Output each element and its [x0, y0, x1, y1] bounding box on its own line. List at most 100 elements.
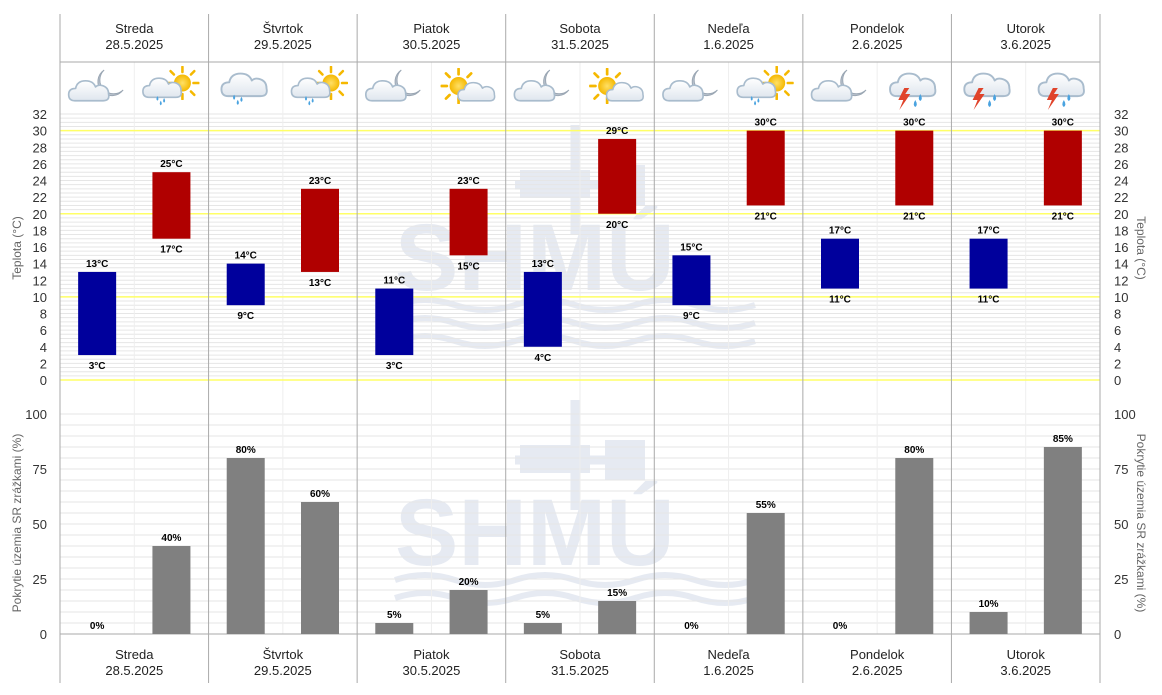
day-precip-label: 85% — [1053, 434, 1073, 445]
temp-ytick-left: 18 — [33, 223, 47, 238]
day-precip-label: 20% — [459, 577, 479, 588]
day-date: 31.5.2025 — [551, 37, 609, 52]
temp-ytick-right: 2 — [1114, 356, 1121, 371]
day-name: Streda — [115, 21, 154, 36]
day-temp-min-label: 21°C — [1052, 211, 1074, 222]
night-temp-max-label: 17°C — [977, 226, 999, 237]
day-temp-max-label: 30°C — [755, 118, 777, 129]
night-precip-label: 0% — [684, 621, 699, 632]
temp-ytick-right: 14 — [1114, 257, 1128, 272]
day-temp-bar — [449, 188, 488, 256]
precip-ytick-left: 0 — [40, 627, 47, 642]
day-name: Streda — [115, 647, 154, 662]
day-temp-max-label: 30°C — [1052, 118, 1074, 129]
precip-ytick-right: 0 — [1114, 627, 1121, 642]
night-precip-label: 80% — [236, 445, 256, 456]
day-date: 29.5.2025 — [254, 37, 312, 52]
precip-ytick-right: 25 — [1114, 572, 1128, 587]
night-temp-min-label: 3°C — [89, 361, 106, 372]
night-temp-max-label: 15°C — [680, 242, 702, 253]
temp-ytick-right: 16 — [1114, 240, 1128, 255]
day-precip-label: 60% — [310, 489, 330, 500]
day-date: 30.5.2025 — [403, 37, 461, 52]
day-precip-bar — [152, 546, 191, 634]
night-cloud-moon-icon — [366, 70, 420, 101]
night-precip-label: 0% — [833, 621, 848, 632]
night-precip-bar — [375, 623, 414, 634]
day-precip-label: 40% — [161, 533, 181, 544]
night-temp-max-label: 11°C — [383, 276, 405, 287]
day-temp-bar — [152, 172, 191, 239]
precip-ytick-left: 100 — [25, 407, 47, 422]
day-precip-bar — [449, 590, 488, 634]
temp-ytick-left: 24 — [33, 174, 47, 189]
day-temp-max-label: 23°C — [309, 176, 331, 187]
temp-ytick-right: 4 — [1114, 340, 1121, 355]
day-date: 1.6.2025 — [703, 663, 754, 678]
night-cloud-moon-icon — [812, 70, 866, 101]
day-name: Štvrtok — [263, 647, 304, 662]
day-name: Štvrtok — [263, 21, 304, 36]
storm-rain-cloud-icon — [964, 74, 1009, 110]
temp-ytick-left: 4 — [40, 340, 47, 355]
day-date: 28.5.2025 — [105, 663, 163, 678]
day-temp-max-label: 25°C — [160, 159, 182, 170]
night-temp-bar — [78, 271, 117, 356]
precip-ytick-right: 100 — [1114, 407, 1136, 422]
day-temp-min-label: 17°C — [160, 245, 182, 256]
night-cloud-moon-icon — [514, 70, 568, 101]
day-temp-min-label: 20°C — [606, 220, 628, 231]
day-precip-label: 80% — [904, 445, 924, 456]
day-name: Piatok — [413, 21, 450, 36]
day-rain-sun-icon — [291, 67, 347, 105]
day-date: 1.6.2025 — [703, 37, 754, 52]
temp-ytick-left: 2 — [40, 356, 47, 371]
precip-ylabel-left: Pokrytie územia SR zrážkami (%) — [10, 434, 24, 613]
day-temp-bar — [895, 130, 934, 206]
night-cloud-moon-icon — [663, 70, 717, 101]
night-temp-max-label: 13°C — [532, 259, 554, 270]
night-temp-bar — [375, 288, 414, 356]
day-precip-label: 15% — [607, 588, 627, 599]
night-precip-label: 5% — [387, 610, 402, 621]
temp-ytick-left: 0 — [40, 373, 47, 388]
day-precip-label: 55% — [756, 500, 776, 511]
day-name: Sobota — [559, 647, 601, 662]
day-date: 2.6.2025 — [852, 37, 903, 52]
day-name: Pondelok — [850, 647, 905, 662]
day-date: 31.5.2025 — [551, 663, 609, 678]
day-temp-bar — [598, 138, 637, 214]
night-temp-min-label: 11°C — [829, 295, 851, 306]
day-name: Utorok — [1007, 21, 1046, 36]
day-date: 29.5.2025 — [254, 663, 312, 678]
night-temp-bar — [821, 238, 859, 289]
night-precip-bar — [523, 623, 562, 634]
storm-rain-cloud-icon — [1039, 74, 1084, 110]
svg-text:SHMÚ: SHMÚ — [395, 480, 675, 586]
temp-ytick-left: 28 — [33, 140, 47, 155]
weather-icons — [69, 67, 1084, 110]
night-temp-bar — [672, 255, 711, 306]
grid-layer — [59, 14, 1101, 683]
day-name: Piatok — [413, 647, 450, 662]
day-precip-bar — [1043, 447, 1082, 634]
day-temp-max-label: 23°C — [457, 176, 479, 187]
temp-ytick-right: 8 — [1114, 307, 1121, 322]
day-temp-min-label: 13°C — [309, 278, 331, 289]
night-temp-bar — [226, 263, 265, 306]
temp-ytick-right: 6 — [1114, 323, 1121, 338]
temp-ytick-right: 12 — [1114, 273, 1128, 288]
day-precip-bar — [301, 502, 339, 634]
night-temp-min-label: 9°C — [683, 311, 700, 322]
night-precip-label: 5% — [536, 610, 551, 621]
day-date: 3.6.2025 — [1000, 663, 1051, 678]
